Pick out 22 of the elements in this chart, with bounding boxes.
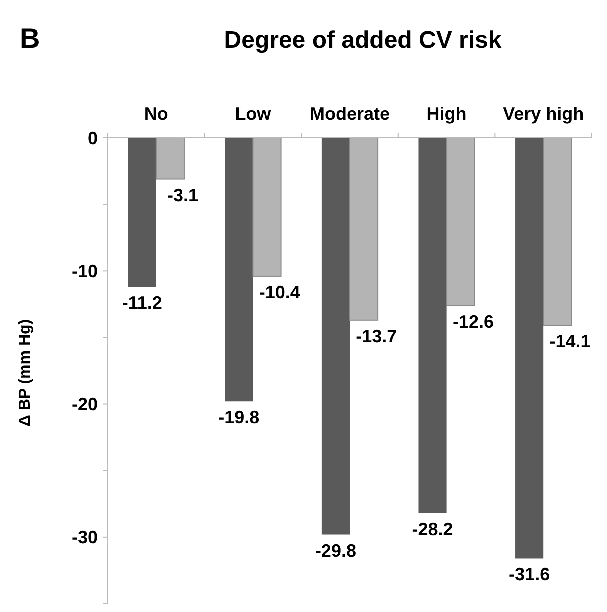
y-tick-label: -20: [72, 394, 98, 415]
data-label: -29.8: [315, 540, 356, 561]
x-tick-label: High: [426, 104, 467, 124]
y-tick-label: -10: [72, 261, 98, 282]
y-axis-title: Δ BP (mm Hg): [17, 319, 34, 427]
data-label: -12.6: [452, 312, 494, 332]
data-label: -10.4: [259, 282, 300, 302]
x-tick-label: Very high: [503, 104, 584, 124]
y-tick-label: 0: [88, 128, 98, 148]
x-tick-label: Moderate: [310, 104, 390, 124]
data-label: -28.2: [412, 519, 454, 540]
y-tick-label: -30: [72, 528, 98, 548]
data-label: -14.1: [550, 332, 591, 352]
x-tick-label: No: [144, 104, 168, 124]
chart-title: Degree of added CV risk: [224, 27, 502, 54]
x-tick-label: Low: [235, 104, 272, 124]
data-label: -3.1: [168, 185, 199, 206]
text: B: [20, 23, 40, 54]
data-label: -13.7: [356, 326, 398, 346]
data-label: -19.8: [218, 408, 260, 428]
data-label: -11.2: [122, 293, 162, 314]
data-label: -31.6: [509, 564, 550, 585]
